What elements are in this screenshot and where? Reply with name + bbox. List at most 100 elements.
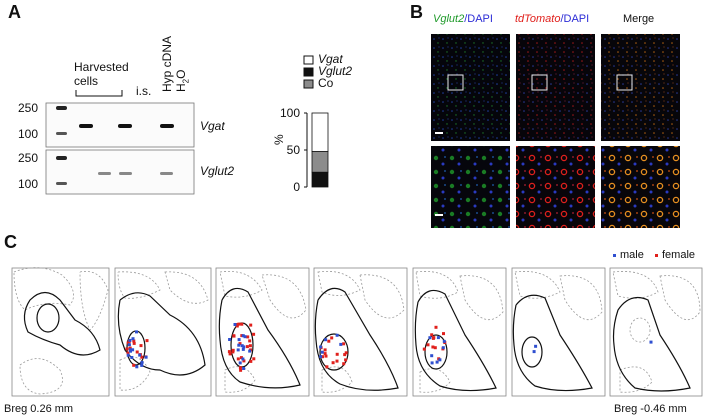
cell-marker-female <box>245 345 249 349</box>
atlas-contour <box>619 366 653 393</box>
vgat-band <box>118 124 132 128</box>
cell-marker-female <box>433 346 437 350</box>
legend-label-vgat: Vgat <box>318 52 343 66</box>
atlas-contour <box>321 366 353 393</box>
atlas-section-frame <box>11 267 110 397</box>
ladder-band <box>56 106 67 110</box>
cell-marker-male <box>237 343 241 347</box>
atlas-section-frame <box>609 267 703 397</box>
ladder-label-bottom-100: 100 <box>17 177 38 191</box>
cell-marker-male <box>241 334 245 338</box>
cell-marker-male <box>324 338 328 342</box>
cell-marker-female <box>342 342 346 346</box>
cell-marker-male <box>236 348 240 352</box>
y-axis-label: % <box>272 134 286 145</box>
atlas-contour <box>19 358 63 395</box>
cell-marker-male <box>135 365 139 369</box>
region-outline <box>36 303 60 333</box>
cell-marker-female <box>442 332 445 336</box>
legend-marker-female <box>655 254 658 257</box>
bar-segment-vgat <box>311 112 329 152</box>
atlas-contour <box>79 271 109 331</box>
atlas-contour <box>612 271 659 299</box>
header-vglut2-dapi: Vglut2/DAPI <box>433 13 493 25</box>
cell-marker-female <box>139 344 143 348</box>
cell-marker-female <box>126 341 130 345</box>
legend-label-male: male <box>620 249 644 261</box>
cell-marker-female <box>325 365 329 369</box>
cell-marker-male <box>237 338 241 342</box>
ladder-band <box>56 182 67 185</box>
atlas-contour <box>119 356 151 391</box>
cell-marker-male <box>435 360 439 364</box>
is-label: i.s. <box>136 84 152 98</box>
cell-marker-male <box>335 333 339 337</box>
cell-marker-male <box>438 358 442 362</box>
gel-vglut2 <box>45 149 195 195</box>
cell-marker-female <box>249 359 253 363</box>
breg-right-label: Breg -0.46 mm <box>614 403 687 415</box>
cell-marker-female <box>231 350 235 354</box>
atlas-contour <box>261 274 307 319</box>
cell-marker-female <box>240 322 244 326</box>
cell-marker-male <box>228 338 232 341</box>
atlas-contour <box>164 271 209 304</box>
cell-marker-male <box>248 349 252 353</box>
cell-marker-female <box>335 352 339 356</box>
atlas-contour <box>659 275 701 321</box>
cell-marker-male <box>130 356 134 359</box>
legend-swatch-co <box>303 79 314 89</box>
legend-swatch-vgat <box>303 55 314 65</box>
cell-marker-female <box>228 352 232 356</box>
atlas-contour <box>629 317 651 343</box>
cell-marker-female <box>237 322 241 326</box>
vgat-band <box>160 124 174 128</box>
stacked-bar-chart <box>304 112 329 188</box>
cell-marker-male <box>242 367 246 370</box>
legend-marker-male <box>613 254 616 257</box>
cell-marker-male <box>534 344 538 348</box>
cell-marker-male <box>241 347 245 351</box>
cell-marker-male <box>320 350 324 354</box>
micrograph-merge-zoom <box>601 146 680 228</box>
vglut2-band <box>160 172 173 175</box>
cell-marker-female <box>238 342 242 346</box>
harvested-cells-label: Harvested cells <box>74 60 129 88</box>
cell-marker-female <box>327 339 331 343</box>
cell-marker-male <box>428 336 432 340</box>
cell-marker-male <box>241 357 245 361</box>
micrograph-vglut2-zoom <box>431 146 510 228</box>
vglut2-band <box>119 172 132 175</box>
ladder-label-bottom-250: 250 <box>17 151 38 165</box>
cell-marker-male <box>233 323 237 326</box>
cell-marker-female <box>331 361 335 365</box>
atlas-contour <box>317 271 361 296</box>
cell-marker-male <box>319 345 323 349</box>
cell-marker-female <box>324 354 328 358</box>
region-outline <box>314 287 399 391</box>
cell-marker-male <box>238 361 242 365</box>
cell-marker-male <box>430 354 434 358</box>
y-tick-label-100: 100 <box>279 106 300 120</box>
cell-marker-male <box>140 363 144 367</box>
legend-label-female: female <box>662 249 696 261</box>
cell-marker-female <box>140 355 144 359</box>
atlas-contour <box>359 274 405 319</box>
cell-marker-female <box>323 352 327 356</box>
cell-marker-female <box>231 348 235 352</box>
cell-marker-female <box>335 359 339 363</box>
cell-marker-female <box>344 358 348 362</box>
cell-marker-male <box>126 353 130 357</box>
cell-marker-female <box>125 347 129 351</box>
atlas-contour <box>559 275 603 321</box>
cell-marker-female <box>239 368 243 372</box>
cell-marker-male <box>138 353 142 357</box>
cell-marker-male <box>339 342 343 346</box>
atlas-contour <box>117 271 161 299</box>
panel-a-letter: A <box>8 2 21 22</box>
cell-marker-female <box>252 332 256 336</box>
cell-marker-female <box>232 334 236 338</box>
micrograph-merge-overview <box>601 34 680 141</box>
cell-marker-female <box>249 323 253 327</box>
